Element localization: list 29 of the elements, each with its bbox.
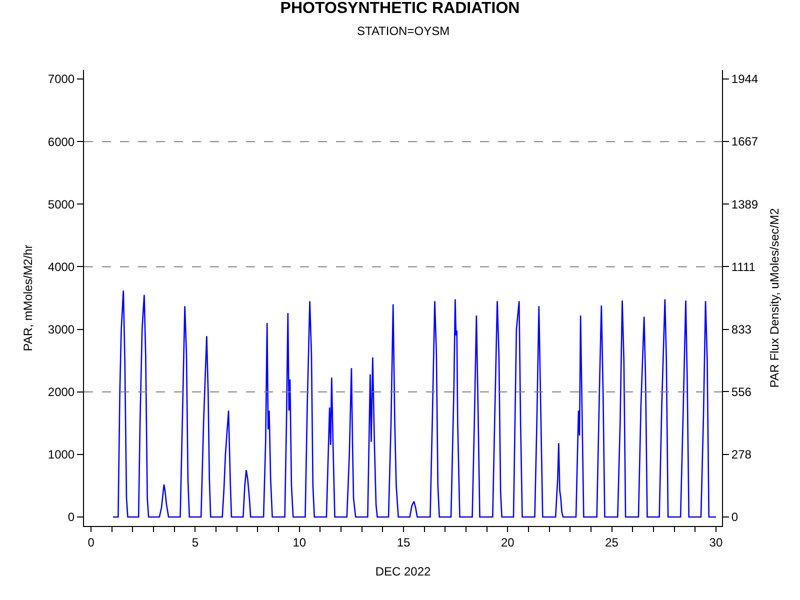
- y-tick-label: 5000: [48, 197, 75, 212]
- y-axis-title: PAR, mMoles/M2/hr: [21, 244, 36, 352]
- y-tick-label: 6000: [48, 134, 75, 149]
- y-tick-label: 3000: [48, 322, 75, 336]
- y2-tick-label: 0: [731, 510, 738, 524]
- y2-tick-label: 556: [731, 384, 752, 399]
- y2-tick-label: 1944: [731, 72, 758, 86]
- y2-tick-label: 1389: [731, 197, 758, 212]
- x-tick-label: 0: [88, 535, 95, 550]
- x-tick-label: 10: [292, 535, 306, 550]
- y-tick-label: 0: [68, 510, 75, 524]
- x-tick-label: 5: [192, 535, 199, 550]
- y-tick-label: 2000: [48, 385, 75, 400]
- chart-title: PHOTOSYNTHETIC RADIATION: [280, 0, 520, 17]
- x-tick-label: 30: [709, 535, 723, 550]
- x-tick-label: 15: [396, 535, 411, 550]
- y2-tick-label: 833: [731, 322, 752, 337]
- y2-tick-label: 1111: [731, 260, 756, 274]
- y2-tick-label: 278: [731, 448, 752, 462]
- y2-axis-title: PAR Flux Density, uMoles/sec/M2: [767, 208, 782, 388]
- y-tick-label: 7000: [48, 72, 75, 86]
- x-tick-label: 25: [605, 535, 619, 550]
- y-tick-label: 1000: [48, 448, 75, 462]
- x-axis-title: DEC 2022: [375, 564, 432, 578]
- y2-tick-label: 1667: [731, 134, 758, 149]
- chart-subtitle: STATION=OYSM: [357, 24, 450, 38]
- y-tick-label: 4000: [48, 260, 75, 274]
- line-series: [112, 290, 717, 518]
- x-tick-label: 20: [500, 535, 515, 550]
